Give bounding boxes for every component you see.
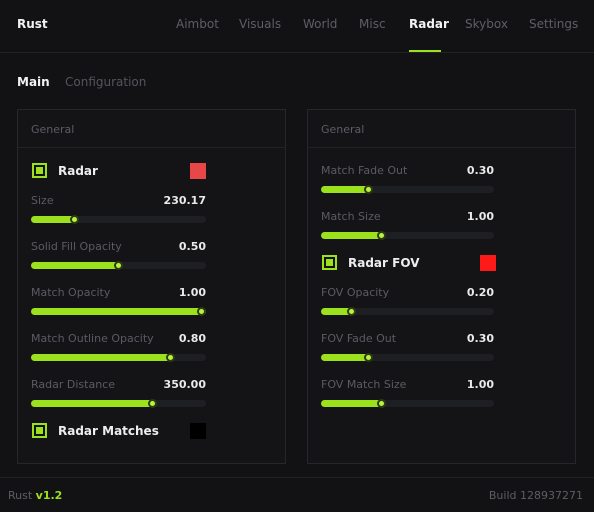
match-opacity-slider[interactable] bbox=[31, 307, 206, 316]
tab-radar[interactable]: Radar bbox=[409, 17, 449, 31]
slider-knob[interactable] bbox=[364, 185, 373, 194]
match-opacity-label: Match Opacity bbox=[31, 286, 111, 299]
slider-knob[interactable] bbox=[148, 399, 157, 408]
left-panel: General Radar Size 230.17 Solid Fill Opa… bbox=[17, 109, 286, 464]
slider-fill bbox=[321, 354, 369, 361]
subtab-main[interactable]: Main bbox=[17, 75, 50, 89]
radar-matches-checkbox[interactable] bbox=[32, 423, 47, 438]
footer-build: Build 128937271 bbox=[488, 489, 583, 502]
match-size-label: Match Size bbox=[321, 210, 381, 223]
footer-version: Rust v1.2 bbox=[8, 489, 62, 502]
check-mark bbox=[36, 167, 43, 174]
fov-opacity-value: 0.20 bbox=[466, 286, 494, 299]
tab-misc[interactable]: Misc bbox=[359, 17, 386, 31]
slider-fill bbox=[31, 400, 153, 407]
panel-header: General bbox=[18, 110, 285, 148]
slider-knob[interactable] bbox=[114, 261, 123, 270]
match-opacity-value: 1.00 bbox=[178, 286, 206, 299]
slider-knob[interactable] bbox=[197, 307, 206, 316]
slider-fill bbox=[321, 400, 382, 407]
radar-distance-label: Radar Distance bbox=[31, 378, 115, 391]
slider-knob[interactable] bbox=[377, 399, 386, 408]
panel-title: General bbox=[31, 123, 75, 136]
match-outline-opacity-label: Match Outline Opacity bbox=[31, 332, 154, 345]
slider-fill bbox=[31, 308, 206, 315]
radar-checkbox[interactable] bbox=[32, 163, 47, 178]
slider-knob[interactable] bbox=[347, 307, 356, 316]
slider-knob[interactable] bbox=[166, 353, 175, 362]
app-title: Rust bbox=[17, 17, 48, 31]
slider-fill bbox=[31, 354, 171, 361]
match-size-slider[interactable] bbox=[321, 231, 494, 240]
solid-fill-opacity-label: Solid Fill Opacity bbox=[31, 240, 122, 253]
solid-fill-opacity-value: 0.50 bbox=[178, 240, 206, 253]
slider-fill bbox=[31, 262, 119, 269]
tab-skybox[interactable]: Skybox bbox=[465, 17, 508, 31]
active-tab-indicator bbox=[409, 50, 441, 52]
panel-title: General bbox=[321, 123, 365, 136]
fov-opacity-label: FOV Opacity bbox=[321, 286, 390, 299]
match-outline-opacity-slider[interactable] bbox=[31, 353, 206, 362]
radar-fov-label: Radar FOV bbox=[348, 256, 420, 270]
radar-color-swatch[interactable] bbox=[190, 163, 206, 179]
fov-match-size-value: 1.00 bbox=[466, 378, 494, 391]
footer-app-name: Rust bbox=[8, 489, 33, 502]
fov-fade-out-slider[interactable] bbox=[321, 353, 494, 362]
slider-knob[interactable] bbox=[364, 353, 373, 362]
fov-opacity-slider[interactable] bbox=[321, 307, 494, 316]
slider-fill bbox=[321, 232, 382, 239]
slider-fill bbox=[321, 308, 352, 315]
slider-knob[interactable] bbox=[377, 231, 386, 240]
top-nav: Rust Aimbot Visuals World Misc Radar Sky… bbox=[0, 0, 594, 53]
radar-matches-label: Radar Matches bbox=[58, 424, 159, 438]
size-label: Size bbox=[31, 194, 54, 207]
slider-knob[interactable] bbox=[70, 215, 79, 224]
check-mark bbox=[326, 259, 333, 266]
subtab-configuration[interactable]: Configuration bbox=[65, 75, 147, 89]
radar-label: Radar bbox=[58, 164, 98, 178]
size-slider[interactable] bbox=[31, 215, 206, 224]
match-fade-out-slider[interactable] bbox=[321, 185, 494, 194]
match-fade-out-value: 0.30 bbox=[466, 164, 494, 177]
tab-aimbot[interactable]: Aimbot bbox=[176, 17, 219, 31]
match-fade-out-label: Match Fade Out bbox=[321, 164, 408, 177]
tab-settings[interactable]: Settings bbox=[529, 17, 579, 31]
radar-fov-color-swatch[interactable] bbox=[480, 255, 496, 271]
tab-visuals[interactable]: Visuals bbox=[239, 17, 282, 31]
radar-distance-value: 350.00 bbox=[163, 378, 206, 391]
size-value: 230.17 bbox=[163, 194, 206, 207]
fov-fade-out-value: 0.30 bbox=[466, 332, 494, 345]
fov-match-size-slider[interactable] bbox=[321, 399, 494, 408]
match-outline-opacity-value: 0.80 bbox=[178, 332, 206, 345]
radar-matches-color-swatch[interactable] bbox=[190, 423, 206, 439]
footer: Rust v1.2 Build 128937271 bbox=[0, 477, 594, 512]
slider-fill bbox=[321, 186, 369, 193]
slider-fill bbox=[31, 216, 75, 223]
footer-version-number: v1.2 bbox=[35, 489, 63, 502]
radar-fov-checkbox[interactable] bbox=[322, 255, 337, 270]
panel-header: General bbox=[308, 110, 575, 148]
check-mark bbox=[36, 427, 43, 434]
tab-world[interactable]: World bbox=[303, 17, 338, 31]
right-panel: General Match Fade Out 0.30 Match Size 1… bbox=[307, 109, 576, 464]
fov-match-size-label: FOV Match Size bbox=[321, 378, 407, 391]
solid-fill-opacity-slider[interactable] bbox=[31, 261, 206, 270]
match-size-value: 1.00 bbox=[466, 210, 494, 223]
fov-fade-out-label: FOV Fade Out bbox=[321, 332, 397, 345]
radar-distance-slider[interactable] bbox=[31, 399, 206, 408]
